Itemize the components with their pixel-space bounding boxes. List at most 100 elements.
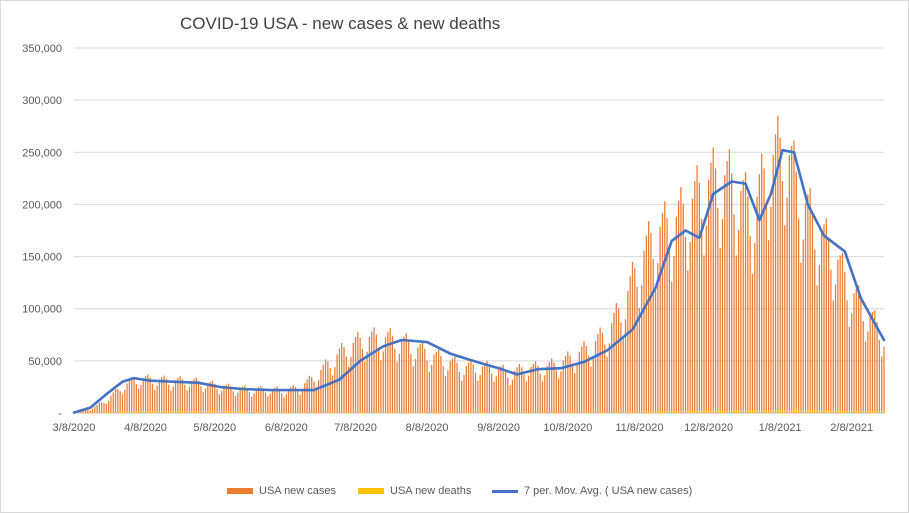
deaths-bar: [92, 412, 94, 413]
deaths-bar: [526, 412, 528, 413]
deaths-bar: [431, 412, 433, 413]
x-tick-label: 5/8/2020: [193, 422, 236, 434]
deaths-bar: [791, 409, 793, 413]
deaths-bar: [676, 410, 678, 413]
cases-bar: [451, 358, 454, 413]
deaths-bar: [775, 409, 777, 413]
deaths-bar: [133, 411, 135, 413]
cases-bar: [823, 224, 825, 413]
x-tick-label: 2/8/2021: [830, 422, 873, 434]
cases-bar: [521, 367, 523, 413]
cases-bar: [756, 196, 758, 413]
deaths-bar: [177, 411, 179, 413]
cases-bar: [308, 375, 311, 413]
deaths-bar: [403, 412, 405, 413]
deaths-bar: [131, 411, 133, 413]
deaths-bar: [205, 411, 207, 413]
deaths-bar: [159, 411, 161, 413]
cases-bar: [514, 370, 516, 413]
cases-bar: [493, 381, 495, 413]
deaths-bar: [583, 412, 585, 413]
cases-bar: [721, 219, 724, 413]
deaths-bar: [724, 410, 726, 413]
cases-bar: [491, 373, 493, 413]
cases-bar: [537, 365, 539, 413]
deaths-bar: [500, 412, 502, 413]
cases-bar: [424, 348, 426, 413]
cases-bar: [221, 391, 223, 413]
deaths-bar: [592, 412, 594, 413]
cases-bar: [523, 374, 525, 413]
cases-bar: [410, 354, 412, 413]
cases-bar: [661, 213, 664, 413]
deaths-bar: [295, 412, 297, 413]
cases-bar: [800, 262, 802, 413]
deaths-bar: [396, 412, 398, 413]
deaths-bar: [562, 412, 564, 413]
deaths-bar: [883, 411, 885, 413]
cases-bar: [747, 196, 749, 413]
deaths-bar: [604, 412, 606, 413]
cases-bar: [271, 389, 274, 413]
cases-bar: [447, 370, 449, 413]
cases-bar: [177, 377, 179, 413]
cases-bar: [555, 370, 557, 413]
deaths-bar: [856, 410, 858, 413]
deaths-bar: [106, 412, 108, 413]
cases-bar: [313, 381, 315, 413]
cases-bar: [827, 237, 830, 413]
deaths-bar: [860, 410, 862, 413]
cases-bar: [680, 187, 682, 413]
deaths-bar: [809, 410, 811, 413]
cases-bar: [389, 328, 391, 413]
deaths-bar: [756, 410, 758, 413]
deaths-bar: [267, 411, 269, 413]
y-tick-label: 250,000: [22, 147, 62, 159]
cases-bar: [853, 293, 855, 413]
cases-bar: [809, 187, 811, 413]
deaths-bar: [636, 411, 638, 413]
deaths-bar: [124, 411, 126, 413]
x-tick-label: 1/8/2021: [759, 422, 802, 434]
cases-bar: [147, 374, 149, 413]
cases-bar: [87, 410, 89, 413]
cases-bar: [103, 402, 105, 413]
cases-bar: [84, 409, 87, 413]
cases-bar: [844, 272, 846, 413]
deaths-bar: [729, 410, 731, 413]
cases-bar: [458, 371, 461, 413]
deaths-bar: [302, 412, 304, 413]
deaths-bar: [223, 411, 225, 413]
deaths-bar: [318, 412, 320, 413]
deaths-bar: [477, 412, 479, 413]
deaths-bar: [256, 411, 258, 413]
deaths-bar: [117, 411, 119, 413]
deaths-bar: [288, 412, 290, 413]
cases-bar: [712, 147, 714, 413]
cases-bar: [285, 394, 287, 413]
cases-bar: [412, 366, 414, 413]
cases-bar: [96, 404, 98, 413]
legend-label-moving-average: 7 per. Mov. Avg. ( USA new cases): [524, 485, 693, 497]
cases-bar: [617, 308, 620, 413]
deaths-bar: [179, 411, 181, 413]
cases-bar: [135, 383, 137, 413]
deaths-bar: [422, 411, 424, 413]
deaths-bar: [498, 412, 500, 413]
deaths-bar: [348, 412, 350, 413]
deaths-bar: [512, 412, 514, 413]
cases-bar: [864, 341, 867, 413]
cases-bar: [227, 383, 230, 413]
deaths-bar: [733, 410, 735, 413]
cases-bar: [779, 137, 781, 413]
deaths-bar: [387, 412, 389, 413]
deaths-bar: [544, 412, 546, 413]
cases-bar: [546, 365, 548, 413]
cases-bar: [751, 274, 754, 413]
cases-bar: [396, 361, 398, 413]
deaths-bar: [493, 412, 495, 413]
cases-bar: [320, 369, 322, 413]
deaths-bar: [350, 412, 352, 413]
cases-bar: [237, 392, 239, 413]
cases-bar: [133, 379, 135, 413]
